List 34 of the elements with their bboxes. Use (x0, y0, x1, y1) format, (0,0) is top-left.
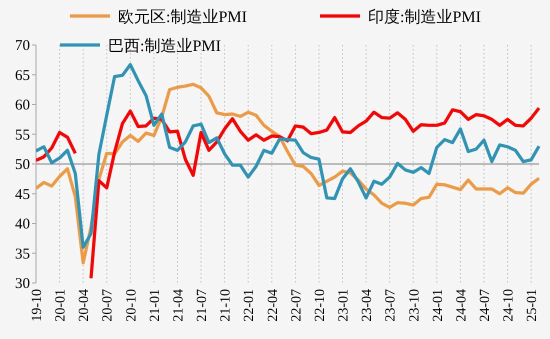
x-tick-label: 20-01 (54, 289, 69, 322)
y-tick-label: 40 (15, 216, 30, 232)
legend-label: 巴西:制造业PMI (108, 37, 221, 55)
legend-label: 印度:制造业PMI (368, 8, 481, 26)
x-tick-label: 22-01 (242, 289, 258, 322)
y-tick-label: 50 (15, 157, 30, 173)
y-tick-label: 65 (15, 68, 30, 84)
x-tick-label: 21-01 (148, 289, 163, 322)
x-tick-label: 20-07 (100, 289, 116, 322)
x-tick-label: 21-10 (218, 289, 234, 322)
y-tick-label: 30 (15, 276, 30, 292)
x-tick-label: 22-10 (312, 289, 328, 322)
x-tick-label: 23-07 (384, 289, 399, 322)
x-tick-label: 21-04 (171, 289, 186, 322)
x-tick-label: 20-04 (77, 289, 92, 322)
x-tick-label: 22-07 (289, 289, 304, 322)
x-tick-label: 24-10 (502, 289, 517, 322)
x-tick-label: 23-10 (407, 289, 422, 322)
legend-label: 欧元区:制造业PMI (118, 8, 247, 26)
x-tick-label: 21-07 (195, 289, 210, 322)
x-tick-label: 19-10 (30, 289, 45, 322)
y-tick-label: 35 (15, 246, 30, 262)
y-tick-label: 70 (15, 38, 30, 54)
x-tick-label: 25-01 (525, 289, 540, 322)
y-tick-label: 55 (15, 127, 30, 144)
x-tick-label: 24-04 (454, 289, 470, 322)
x-tick-label: 20-10 (124, 289, 140, 322)
x-tick-label: 24-07 (478, 289, 493, 322)
x-tick-label: 23-04 (360, 289, 376, 322)
x-tick-label: 24-01 (430, 289, 446, 322)
y-tick-label: 60 (15, 98, 30, 114)
x-tick-label: 22-04 (266, 289, 281, 322)
x-tick-label: 23-01 (336, 289, 352, 322)
y-tick-label: 45 (15, 186, 30, 203)
